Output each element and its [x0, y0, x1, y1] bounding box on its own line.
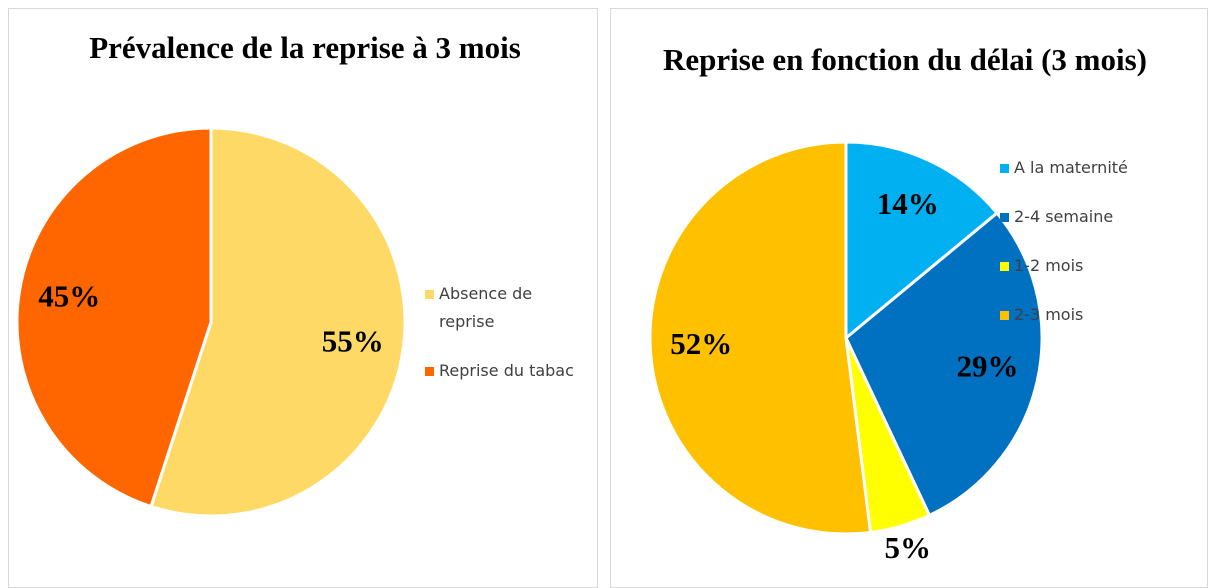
- legend: A la maternité 2-4 semaine 1-2 mois 2-3 moi…: [1000, 154, 1208, 350]
- legend-swatch: [425, 367, 434, 376]
- data-label: 52%: [670, 326, 732, 361]
- legend-swatch: [1000, 262, 1009, 271]
- chart-title: Reprise en fonction du délai (3 mois): [663, 42, 1147, 77]
- legend-label: Absence de reprise: [439, 284, 533, 331]
- legend-label: 2-3 mois: [1014, 305, 1084, 324]
- legend-swatch: [1000, 311, 1009, 320]
- legend-item: 2-3 mois: [1000, 301, 1208, 329]
- legend-label: 2-4 semaine: [1014, 207, 1114, 226]
- legend-swatch: [1000, 213, 1009, 222]
- legend-label: 1-2 mois: [1014, 256, 1084, 275]
- legend: Absence de reprise Reprise du tabac: [425, 280, 575, 406]
- data-label: 45%: [38, 279, 100, 314]
- data-label: 14%: [877, 186, 939, 221]
- legend-item: 2-4 semaine: [1000, 203, 1208, 231]
- legend-swatch: [1000, 164, 1009, 173]
- legend-item: 1-2 mois: [1000, 252, 1208, 280]
- data-label: 5%: [885, 530, 932, 565]
- legend-label: Reprise du tabac: [439, 361, 574, 380]
- legend-item: Absence de reprise: [425, 280, 575, 336]
- data-label: 55%: [322, 324, 384, 359]
- pie-slice: [844, 140, 1000, 342]
- legend-item: Reprise du tabac: [425, 357, 575, 385]
- data-label: 29%: [957, 349, 1019, 384]
- legend-item: A la maternité: [1000, 154, 1208, 182]
- legend-label: A la maternité: [1014, 158, 1128, 177]
- legend-swatch: [425, 290, 434, 299]
- pie-slice: [149, 126, 407, 518]
- pie-slice: [648, 140, 873, 536]
- pie-slice: [15, 126, 213, 509]
- chart-title: Prévalence de la reprise à 3 mois: [89, 30, 521, 65]
